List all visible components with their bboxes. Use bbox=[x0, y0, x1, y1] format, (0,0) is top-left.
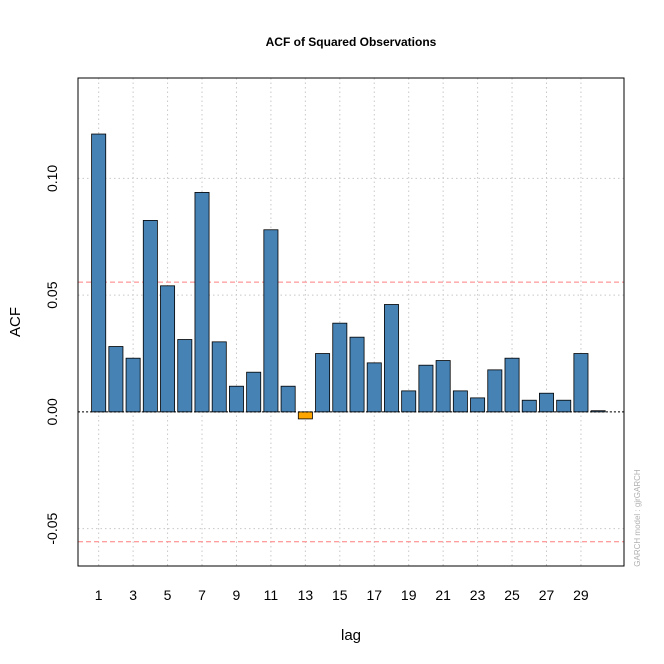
x-tick-label: 9 bbox=[233, 587, 241, 603]
x-tick-label: 19 bbox=[401, 587, 417, 603]
acf-bar bbox=[332, 322, 348, 413]
acf-bar bbox=[573, 353, 589, 413]
acf-bar bbox=[504, 357, 520, 413]
x-tick-label: 17 bbox=[366, 587, 382, 603]
plot-box bbox=[77, 77, 625, 567]
y-tick-label: 0.05 bbox=[44, 281, 60, 308]
chart-title: ACF of Squared Observations bbox=[266, 35, 437, 49]
x-tick-label: 3 bbox=[129, 587, 137, 603]
x-tick-labels: 1 3 5 7 9 11 13 15 17 19 21 23 25 27 29 bbox=[95, 587, 589, 603]
acf-bar bbox=[160, 285, 176, 413]
acf-bar bbox=[263, 229, 279, 413]
acf-bar bbox=[142, 220, 158, 413]
watermark-text: GARCH model : gjrGARCH bbox=[633, 469, 642, 567]
y-tick-label: 0.00 bbox=[44, 398, 60, 425]
grid-layer bbox=[78, 78, 624, 566]
x-tick-label: 11 bbox=[264, 587, 279, 603]
x-tick-label: 21 bbox=[435, 587, 451, 603]
acf-bar bbox=[556, 399, 572, 413]
x-tick-label: 15 bbox=[332, 587, 348, 603]
acf-bar bbox=[280, 385, 296, 413]
acf-bar bbox=[228, 385, 244, 413]
acf-bar bbox=[521, 399, 537, 413]
y-tick-label: -0.05 bbox=[44, 512, 60, 544]
bar-layer bbox=[91, 133, 606, 420]
y-tick-labels: -0.05 0.00 0.05 0.10 bbox=[44, 165, 60, 545]
x-tick-label: 29 bbox=[573, 587, 589, 603]
acf-bar bbox=[487, 369, 503, 413]
acf-bar bbox=[125, 357, 141, 413]
confidence-band-layer bbox=[78, 281, 624, 543]
acf-bar bbox=[297, 411, 313, 420]
acf-bar bbox=[435, 360, 451, 413]
acf-bar bbox=[384, 304, 399, 413]
x-tick-label: 5 bbox=[164, 587, 172, 603]
acf-bar bbox=[539, 392, 554, 413]
acf-bar bbox=[401, 390, 417, 413]
acf-bar bbox=[452, 390, 468, 413]
acf-bar bbox=[315, 353, 331, 413]
acf-bar bbox=[470, 397, 486, 413]
x-axis-label: lag bbox=[341, 627, 361, 644]
acf-bar bbox=[211, 341, 227, 413]
acf-bar bbox=[108, 346, 124, 413]
x-tick-label: 27 bbox=[539, 587, 555, 603]
acf-bar bbox=[177, 339, 193, 413]
x-tick-label: 23 bbox=[470, 587, 486, 603]
x-tick-label: 13 bbox=[298, 587, 314, 603]
y-axis-label: ACF bbox=[7, 307, 24, 337]
x-tick-label: 7 bbox=[198, 587, 206, 603]
y-tick-label: 0.10 bbox=[44, 165, 60, 192]
acf-bar bbox=[91, 133, 107, 413]
acf-bar bbox=[418, 364, 434, 413]
acf-bar bbox=[349, 336, 365, 413]
acf-bar bbox=[246, 371, 262, 413]
acf-bar bbox=[194, 192, 210, 413]
x-tick-label: 25 bbox=[504, 587, 520, 603]
x-tick-label: 1 bbox=[95, 587, 103, 603]
acf-bar bbox=[366, 362, 382, 413]
